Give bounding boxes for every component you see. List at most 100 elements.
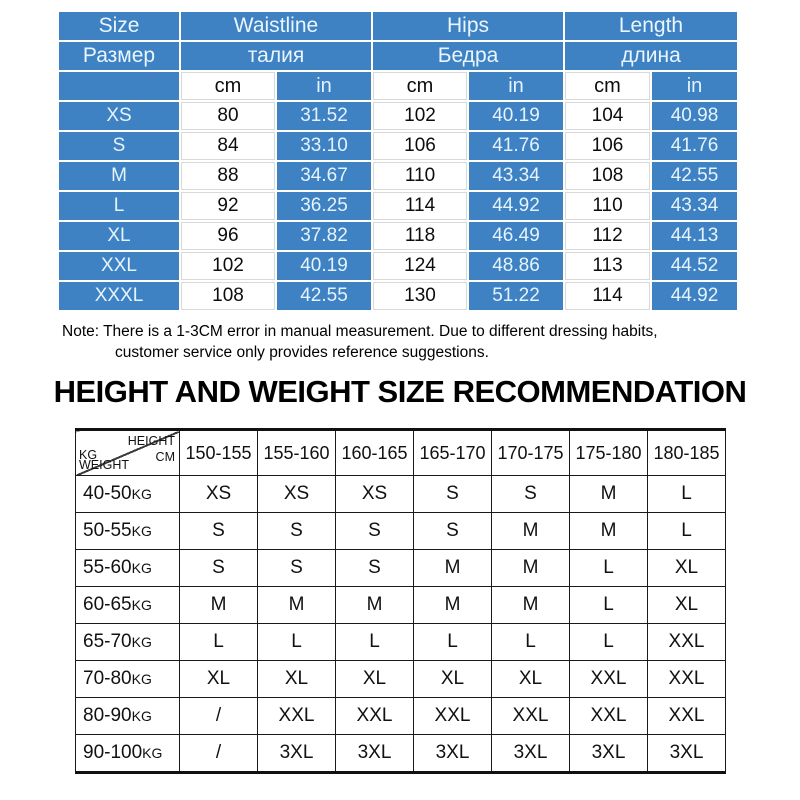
size-recommendation-cell: S (257, 549, 336, 587)
corner-height-label: HEIGHT (127, 434, 175, 448)
height-weight-corner-cell: HEIGHT CM KG WEIGHT (75, 429, 180, 476)
size-recommendation-cell: / (179, 697, 258, 735)
size-recommendation-cell: L (179, 623, 258, 661)
in-value-cell: 40.19 (277, 252, 371, 280)
cm-value-cell: 80 (181, 102, 275, 130)
size-recommendation-cell: / (179, 734, 258, 773)
in-value-cell: 36.25 (277, 192, 371, 220)
in-value-cell: 31.52 (277, 102, 371, 130)
cm-value-cell: 114 (565, 282, 650, 310)
weight-row: 50-55KG S S S S M M L (75, 512, 726, 550)
size-recommendation-cell: XL (413, 660, 492, 698)
size-label-cell: L (59, 192, 179, 220)
cm-value-cell: 118 (373, 222, 467, 250)
in-value-cell: 42.55 (652, 162, 737, 190)
size-recommendation-cell: XXL (335, 697, 414, 735)
weight-unit-label: KG (131, 634, 152, 650)
column-header-ru: Бедра (373, 42, 563, 70)
weight-unit-label: KG (131, 523, 152, 539)
size-recommendation-cell: XS (335, 475, 414, 513)
cm-value-cell: 92 (181, 192, 275, 220)
size-recommendation-cell: M (335, 586, 414, 624)
size-label-cell: XXL (59, 252, 179, 280)
size-recommendation-cell: L (647, 512, 726, 550)
cm-value-cell: 110 (373, 162, 467, 190)
cm-value-cell: 114 (373, 192, 467, 220)
column-header-en: Hips (373, 12, 563, 40)
cm-value-cell: 108 (565, 162, 650, 190)
size-recommendation-cell: XXL (257, 697, 336, 735)
weight-range-cell: 50-55KG (75, 512, 180, 550)
size-table-row: L 92 36.25 114 44.92 110 43.34 (59, 192, 737, 220)
size-recommendation-cell: S (179, 512, 258, 550)
weight-range-cell: 65-70KG (75, 623, 180, 661)
in-value-cell: 48.86 (469, 252, 563, 280)
size-recommendation-cell: S (491, 475, 570, 513)
in-value-cell: 44.92 (652, 282, 737, 310)
weight-range-cell: 40-50KG (75, 475, 180, 513)
size-label-cell: XXXL (59, 282, 179, 310)
weight-range-cell: 90-100KG (75, 734, 180, 773)
cm-value-cell: 124 (373, 252, 467, 280)
size-recommendation-cell: XL (491, 660, 570, 698)
corner-kg-label: KG (79, 448, 98, 462)
size-recommendation-cell: M (569, 475, 648, 513)
size-recommendation-cell: M (413, 586, 492, 624)
size-recommendation-cell: L (257, 623, 336, 661)
size-recommendation-cell: M (491, 586, 570, 624)
column-header-ru: длина (565, 42, 737, 70)
weight-row: 65-70KG L L L L L L XXL (75, 623, 726, 661)
size-table-unit-row: cm in cm in cm in (59, 72, 737, 100)
size-recommendation-cell: XXL (647, 623, 726, 661)
height-range-header: 150-155 (179, 429, 258, 476)
size-table-header-row-ru: Размер талия Бедра длина (59, 42, 737, 70)
in-value-cell: 46.49 (469, 222, 563, 250)
height-range-header: 180-185 (647, 429, 726, 476)
in-value-cell: 51.22 (469, 282, 563, 310)
height-range-header: 155-160 (257, 429, 336, 476)
size-recommendation-cell: XS (179, 475, 258, 513)
in-value-cell: 44.52 (652, 252, 737, 280)
unit-header-cm: cm (181, 72, 275, 100)
size-label-cell: M (59, 162, 179, 190)
unit-header-cm: cm (373, 72, 467, 100)
size-recommendation-cell: XXL (569, 697, 648, 735)
in-value-cell: 34.67 (277, 162, 371, 190)
size-measurement-table: Size Waistline Hips Length Размер талия Бедра д… (57, 10, 739, 312)
measurement-note-line1: Note: There is a 1-3CM error in manual m… (62, 323, 658, 340)
cm-value-cell: 96 (181, 222, 275, 250)
in-value-cell: 41.76 (469, 132, 563, 160)
height-range-header: 160-165 (335, 429, 414, 476)
weight-row: 55-60KG S S S M M L XL (75, 549, 726, 587)
measurement-note: Note: There is a 1-3CM error in manual m… (62, 321, 762, 363)
height-weight-table-body: HEIGHT CM KG WEIGHT 150-155 155-160 160-16… (75, 429, 726, 773)
size-recommendation-cell: L (647, 475, 726, 513)
size-recommendation-cell: XL (647, 586, 726, 624)
size-recommendation-cell: S (413, 475, 492, 513)
cm-value-cell: 106 (373, 132, 467, 160)
in-value-cell: 42.55 (277, 282, 371, 310)
size-recommendation-cell: M (569, 512, 648, 550)
measurement-note-line2: customer service only provides reference… (115, 344, 489, 361)
size-recommendation-cell: M (257, 586, 336, 624)
in-value-cell: 33.10 (277, 132, 371, 160)
weight-unit-label: KG (131, 671, 152, 687)
size-recommendation-cell: 3XL (647, 734, 726, 773)
weight-unit-label: KG (131, 560, 152, 576)
in-value-cell: 43.34 (652, 192, 737, 220)
size-recommendation-cell: 3XL (569, 734, 648, 773)
weight-row: 90-100KG/3XL 3XL 3XL 3XL 3XL 3XL (75, 734, 726, 773)
size-label-cell: XL (59, 222, 179, 250)
size-recommendation-cell: XL (335, 660, 414, 698)
cm-value-cell: 84 (181, 132, 275, 160)
column-header-en: Size (59, 12, 179, 40)
size-table-row: XXL 102 40.19 124 48.86 113 44.52 (59, 252, 737, 280)
size-recommendation-cell: S (179, 549, 258, 587)
weight-range-cell: 70-80KG (75, 660, 180, 698)
size-table-row: XS 80 31.52 102 40.19 104 40.98 (59, 102, 737, 130)
cm-value-cell: 102 (373, 102, 467, 130)
weight-unit-label: KG (131, 708, 152, 724)
in-value-cell: 41.76 (652, 132, 737, 160)
weight-row: 40-50KG XS XS XS S S M L (75, 475, 726, 513)
